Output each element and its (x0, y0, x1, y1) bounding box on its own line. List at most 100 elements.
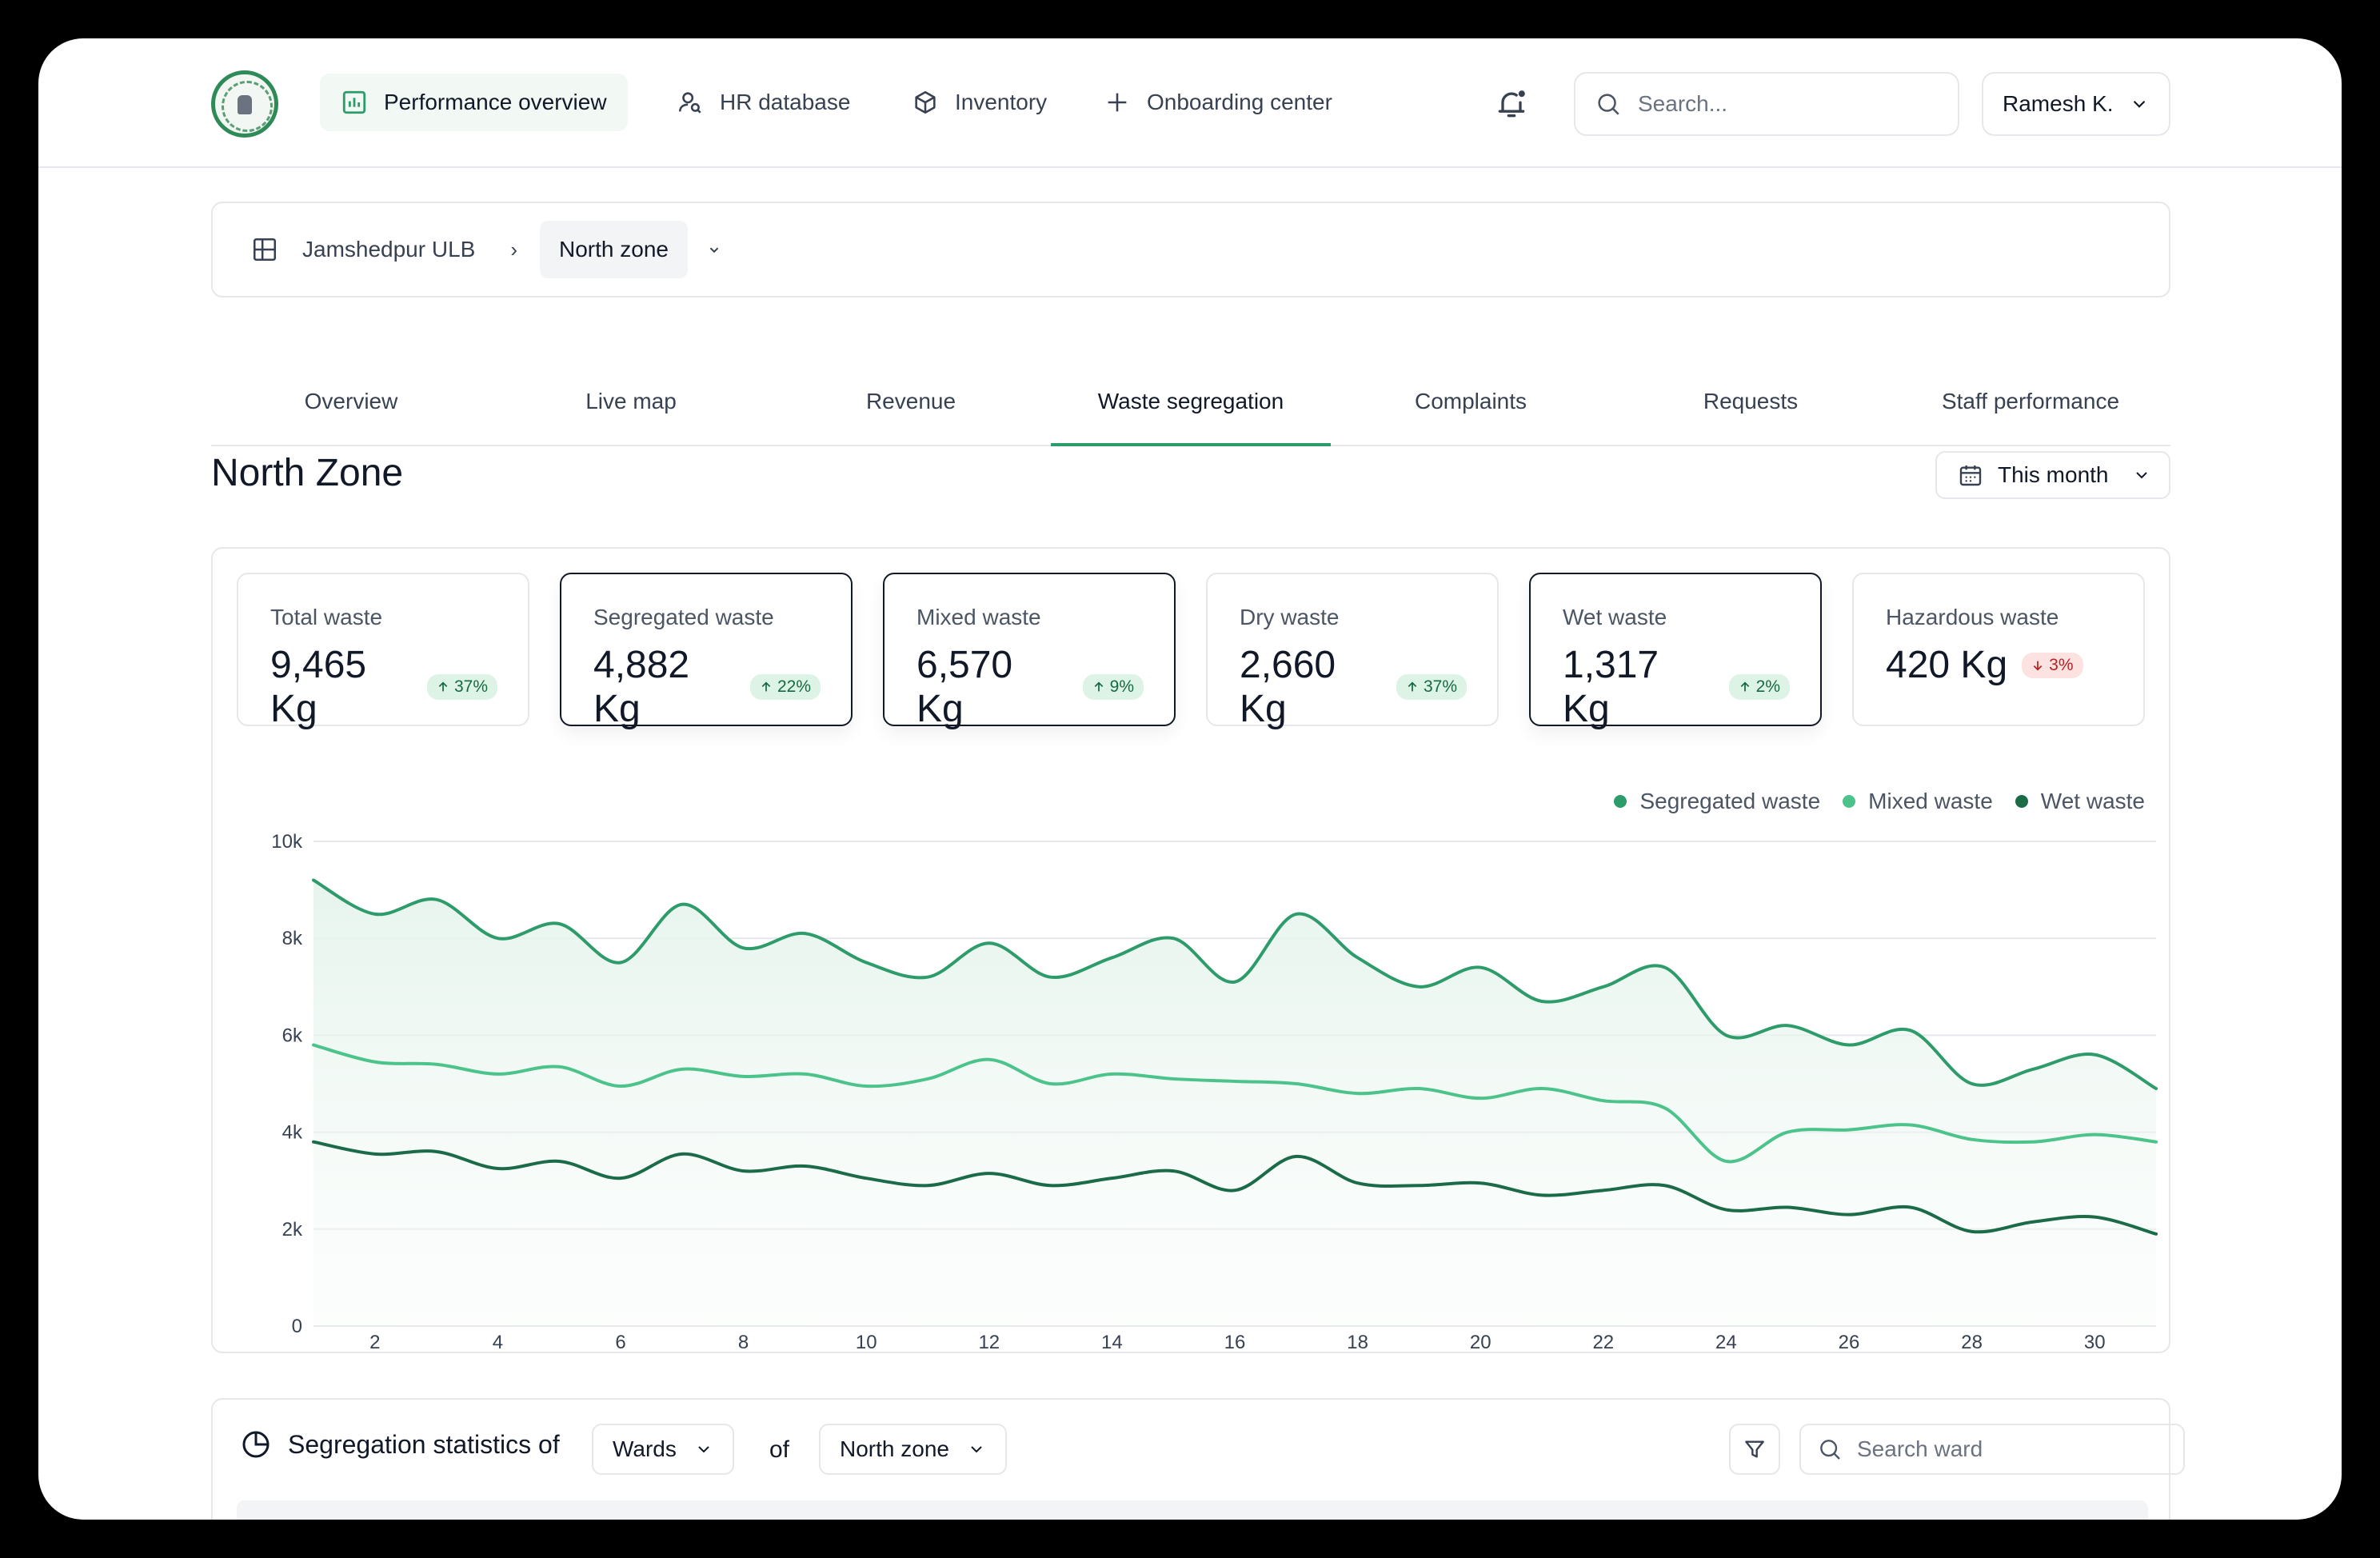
segregation-statistics-card: Segregation statistics of Wards of North… (211, 1398, 2185, 1520)
tab-waste-segregation[interactable]: Waste segregation (1051, 358, 1331, 446)
stat-card-mixed-waste[interactable]: Mixed waste 6,570 Kg 9% (883, 573, 1176, 730)
stat-value: 9,465 Kg (270, 644, 367, 730)
of-label: of (769, 1436, 790, 1463)
top-navigation-bar: Performance overview HR database Invento… (38, 38, 2342, 168)
arrow-up-icon (761, 681, 771, 692)
period-selector[interactable]: This month (1935, 451, 2170, 499)
x-tick-label: 24 (1715, 1332, 1737, 1353)
user-name: Ramesh K. (2003, 91, 2114, 116)
layout-grid-icon (253, 238, 277, 262)
breadcrumb-current[interactable]: North zone (540, 221, 688, 278)
change-value: 3% (2049, 655, 2074, 674)
arrow-up-icon (1740, 681, 1749, 692)
stat-label: Total waste (270, 605, 383, 629)
x-tick-label: 14 (1101, 1332, 1123, 1353)
nav-onboarding-center[interactable]: Onboarding center (1083, 74, 1353, 131)
section-tabs: Overview Live map Revenue Waste segregat… (211, 358, 2170, 446)
nav-inventory[interactable]: Inventory (891, 74, 1068, 131)
pie-chart-icon (242, 1431, 270, 1458)
x-tick-label: 6 (615, 1332, 625, 1353)
notification-bell-icon[interactable] (1494, 86, 1529, 122)
stat-card-dry-waste[interactable]: Dry waste 2,660 Kg 37% (1206, 573, 1499, 730)
filter-button[interactable] (1729, 1424, 1780, 1475)
change-badge: 22% (749, 674, 821, 700)
segregated-waste-line (312, 878, 2158, 1091)
group-by-select[interactable]: Wards (592, 1424, 734, 1475)
y-tick-label: 4k (282, 1122, 303, 1144)
tab-requests[interactable]: Requests (1703, 389, 1799, 413)
stat-card-segregated-waste[interactable]: Segregated waste 4,882 Kg 22% (560, 573, 853, 730)
legend-dot (1614, 795, 1627, 808)
ward-search[interactable] (1799, 1424, 2185, 1475)
stat-label: Segregated waste (593, 605, 774, 629)
search-icon (1598, 94, 1619, 115)
stat-value: 1,317 Kg (1563, 644, 1659, 730)
change-badge: 37% (426, 674, 497, 700)
chevron-down-icon (2136, 472, 2147, 479)
arrow-down-icon (2033, 661, 2043, 671)
x-tick-label: 26 (1839, 1332, 1860, 1353)
stat-label: Hazardous waste (1886, 605, 2059, 629)
change-value: 22% (777, 677, 811, 696)
legend-label: Wet waste (2040, 789, 2145, 813)
ward-search-input[interactable] (1857, 1436, 2177, 1462)
breadcrumb-root[interactable]: Jamshedpur ULB (302, 237, 476, 262)
legend-wet[interactable]: Wet waste (2015, 789, 2145, 814)
search-input[interactable] (1638, 91, 1926, 117)
nav-performance-overview[interactable]: Performance overview (320, 74, 628, 131)
tab-staff-performance[interactable]: Staff performance (1941, 389, 2120, 413)
chart-legend: Segregated waste Mixed waste Wet waste (1614, 789, 2145, 814)
chevron-down-icon (2133, 100, 2146, 108)
municipal-emblem-logo[interactable] (211, 70, 278, 138)
app-window: Performance overview HR database Invento… (38, 38, 2342, 1520)
arrow-up-icon (1094, 681, 1103, 692)
change-badge: 2% (1728, 674, 1790, 700)
stat-card-wet-waste[interactable]: Wet waste 1,317 Kg 2% (1529, 573, 1822, 730)
waste-chart-card: Total waste 9,465 Kg 37% Segregated waste 4,… (211, 547, 2170, 1353)
arrow-up-icon (438, 681, 448, 692)
legend-dot (2015, 795, 2028, 808)
stat-label: Wet waste (1563, 605, 1667, 629)
change-badge: 3% (2022, 652, 2083, 678)
user-menu-button[interactable]: Ramesh K. (1982, 72, 2170, 136)
mixed-waste-line (312, 1043, 2158, 1164)
wet-waste-line (312, 1140, 2158, 1236)
stat-value: 4,882 Kg (593, 644, 690, 730)
stat-value: 6,570 Kg (916, 644, 1013, 730)
stat-card-total-waste[interactable]: Total waste 9,465 Kg 37% (237, 573, 529, 730)
zone-select[interactable]: North zone (819, 1424, 1007, 1475)
segregation-title: Segregation statistics of (240, 1428, 560, 1460)
stat-value: 2,660 Kg (1240, 644, 1336, 730)
segregation-title-text: Segregation statistics of (288, 1429, 560, 1459)
global-search[interactable] (1574, 72, 1959, 136)
arrow-up-icon (1408, 681, 1417, 692)
change-value: 37% (1423, 677, 1457, 696)
tab-complaints[interactable]: Complaints (1414, 389, 1527, 413)
segregated-area-fill (313, 880, 2156, 1326)
table-header (237, 1500, 2148, 1520)
x-tick-label: 16 (1224, 1332, 1246, 1353)
bar-chart-icon (342, 90, 366, 114)
legend-label: Mixed waste (1868, 789, 1993, 813)
tab-overview[interactable]: Overview (304, 389, 398, 413)
chevron-right-icon: › (510, 237, 518, 262)
x-tick-label: 10 (856, 1332, 877, 1353)
legend-segregated[interactable]: Segregated waste (1614, 789, 1820, 814)
breadcrumb: Jamshedpur ULB › North zone (211, 202, 2170, 298)
y-tick-label: 6k (282, 1025, 303, 1046)
group-by-value: Wards (613, 1436, 677, 1461)
nav-label: Inventory (955, 90, 1048, 114)
change-badge: 37% (1396, 674, 1467, 700)
zone-value: North zone (840, 1436, 949, 1461)
x-tick-label: 28 (1961, 1332, 1983, 1353)
tab-live-map[interactable]: Live map (585, 389, 677, 413)
stat-card-hazardous-waste[interactable]: Hazardous waste 420 Kg 3% (1852, 573, 2145, 726)
legend-mixed[interactable]: Mixed waste (1843, 789, 1993, 814)
change-value: 37% (453, 677, 488, 696)
tab-revenue[interactable]: Revenue (865, 389, 956, 413)
nav-hr-database[interactable]: HR database (656, 74, 871, 131)
chevron-down-icon[interactable] (705, 241, 723, 258)
page-title: North Zone (211, 452, 404, 494)
y-tick-label: 8k (282, 928, 303, 949)
x-tick-label: 2 (369, 1332, 380, 1353)
